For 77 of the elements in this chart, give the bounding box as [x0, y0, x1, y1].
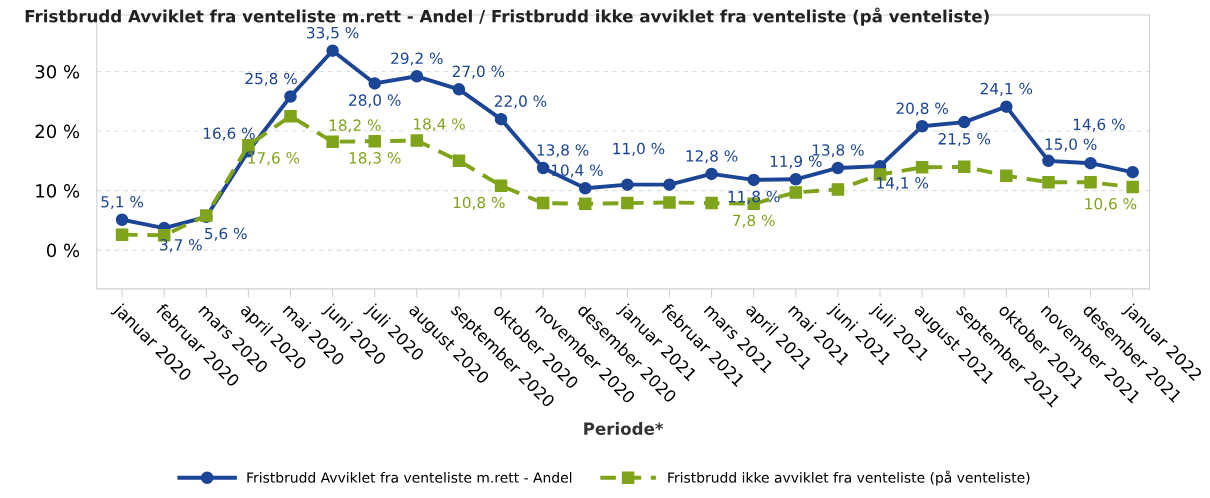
chart-title: Fristbrudd Avviklet fra venteliste m.rett - Andel / Fristbrudd ikke avviklet fra venteliste (på venteliste) [25, 7, 989, 26]
data-label: 10,6 % [1085, 197, 1137, 212]
data-label: 20,8 % [896, 102, 948, 116]
point [1084, 176, 1097, 189]
point [831, 183, 845, 196]
data-label: 7,8 % [733, 214, 775, 228]
legend-label: Fristbrudd ikke avviklet fra venteliste (på venteliste) [668, 470, 1030, 486]
point [1084, 156, 1097, 170]
point [452, 83, 466, 96]
point [705, 196, 718, 210]
data-label: 22,0 % [494, 95, 547, 109]
point [410, 134, 424, 147]
x-axis-title: Periode* [584, 422, 664, 435]
point [789, 186, 803, 199]
point [536, 161, 550, 175]
data-label: 5,1 % [101, 195, 144, 210]
point [579, 197, 592, 210]
point [621, 196, 634, 210]
point [747, 173, 760, 187]
point [621, 178, 634, 191]
point [284, 109, 297, 123]
data-label: 12,8 % [686, 150, 738, 164]
point [579, 181, 592, 195]
point [326, 44, 339, 57]
data-label: 24,1 % [980, 82, 1033, 96]
point [1000, 100, 1013, 113]
point [831, 161, 845, 175]
point [536, 196, 550, 210]
point [1042, 154, 1055, 168]
point [410, 70, 424, 83]
point [1126, 180, 1139, 194]
point [705, 167, 718, 181]
y-tick-label: 30 % [35, 64, 80, 79]
data-label: 21,5 % [938, 133, 991, 147]
data-label: 18,2 % [329, 119, 381, 133]
data-label: 11,0 % [613, 142, 665, 156]
point [242, 139, 255, 152]
data-label: 33,5 % [307, 26, 359, 40]
point [1000, 169, 1013, 182]
point [915, 120, 929, 133]
point [663, 196, 676, 209]
data-label: 28,0 % [349, 94, 401, 108]
data-label: 3,7 % [160, 239, 202, 253]
data-label: 18,4 % [414, 118, 465, 132]
point [915, 161, 929, 174]
point [1042, 176, 1055, 189]
point [326, 135, 339, 149]
data-label: 25,8 % [245, 72, 297, 86]
point [957, 115, 971, 129]
point [494, 112, 508, 126]
point [115, 228, 129, 241]
point [452, 154, 466, 168]
data-label: 14,1 % [877, 177, 929, 191]
data-label: 29,2 % [391, 52, 443, 66]
y-tick-label: 0 % [46, 243, 80, 258]
data-label: 27,0 % [452, 65, 505, 79]
data-label: 16,6 % [203, 127, 255, 141]
point [368, 77, 381, 90]
data-label: 10,8 % [453, 196, 505, 210]
data-label: 18,3 % [349, 152, 401, 166]
point [663, 178, 676, 191]
point [789, 173, 803, 186]
point [368, 134, 381, 148]
data-label: 14,6 % [1073, 118, 1125, 132]
y-tick-label: 10 % [36, 184, 80, 198]
legend-label: Fristbrudd Avviklet fra venteliste m.rett - Andel [247, 472, 572, 483]
data-label: 11,8 % [728, 190, 780, 204]
y-tick-label: 20 % [35, 124, 80, 139]
data-label: 17,6 % [248, 152, 300, 166]
data-label: 15,0 % [1045, 138, 1097, 152]
point [494, 179, 508, 193]
point [1126, 165, 1139, 179]
data-label: 5,6 % [205, 227, 247, 241]
point [284, 90, 297, 103]
point [957, 160, 971, 174]
point [115, 213, 129, 227]
data-label: 13,8 % [537, 144, 589, 158]
